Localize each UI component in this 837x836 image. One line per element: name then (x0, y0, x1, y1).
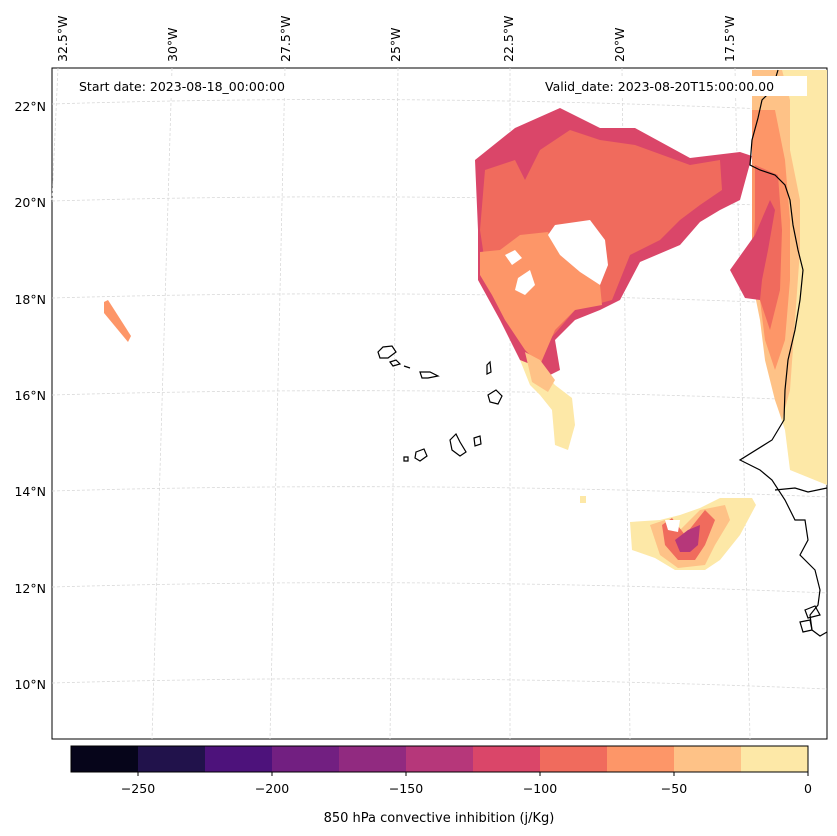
africa-coastline (738, 69, 828, 637)
cin-region-north-inner (480, 232, 602, 365)
lat-labels: 22°N 20°N 18°N 16°N 14°N 12°N 10°N (14, 99, 46, 692)
colorbar-swatch (138, 746, 206, 772)
lon-label: 30°W (165, 27, 180, 62)
gridline-lon (269, 67, 286, 740)
colorbar-tick-label: −250 (121, 781, 155, 796)
gridline-lat (51, 293, 828, 306)
lat-label: 12°N (14, 581, 46, 596)
gridline-lon (51, 67, 59, 201)
cin-gap-small (505, 250, 522, 265)
cape-verde-maio (473, 435, 482, 447)
lon-label: 22.5°W (501, 16, 516, 62)
cin-gap-small (515, 270, 535, 295)
cape-verde-brava (403, 456, 409, 462)
cape-verde-boa-vista (487, 389, 503, 405)
colorbar-swatch (741, 746, 809, 772)
valid-date-label: Valid_date: 2023-08-20T15:00:00.00 (545, 79, 774, 94)
gridline-lat (51, 99, 828, 113)
colorbar (71, 746, 809, 772)
lon-label: 25°W (388, 27, 403, 62)
colorbar-swatch (607, 746, 675, 772)
colorbar-tick-label: −100 (523, 781, 557, 796)
lat-label: 22°N (14, 99, 46, 114)
cin-south-gap (665, 520, 680, 532)
cape-verde-sal (486, 360, 492, 375)
colorbar-swatch (473, 746, 541, 772)
gridline-lon (151, 67, 173, 740)
colorbar-frame (70, 745, 809, 773)
valid-date-box (540, 76, 807, 96)
colorbar-ticks: −250 −200 −150 −100 −50 0 (121, 772, 812, 796)
colorbar-title: 850 hPa convective inhibition (j/Kg) (324, 811, 555, 826)
lat-label: 20°N (14, 195, 46, 210)
gridline-lat (51, 582, 828, 594)
cin-sliver-west (104, 300, 131, 342)
gridline-lon (389, 67, 399, 740)
cin-south-core (675, 525, 700, 552)
gridline-lat (51, 390, 828, 402)
coastlines (377, 69, 828, 637)
colorbar-tick-label: 0 (804, 781, 812, 796)
cape-verde-santiago (449, 432, 467, 457)
start-date-label: Start date: 2023-08-18_00:00:00 (79, 79, 285, 94)
cape-verde-santa-luzia (403, 365, 411, 369)
gambia-river (774, 487, 828, 493)
lon-labels: 32.5°W 30°W 27.5°W 25°W 22.5°W 20°W 17.5… (55, 16, 737, 62)
colorbar-swatch (674, 746, 742, 772)
cape-verde-sao-vicente (389, 359, 402, 367)
lat-label: 14°N (14, 484, 46, 499)
cape-verde-sao-nicolau (419, 371, 440, 379)
cin-dot (580, 496, 586, 503)
lat-label: 18°N (14, 292, 46, 307)
colorbar-swatch (339, 746, 407, 772)
lon-label: 17.5°W (722, 16, 737, 62)
lon-label: 20°W (612, 27, 627, 62)
colorbar-tick-label: −200 (255, 781, 289, 796)
bijagos (799, 605, 821, 633)
colorbar-swatch (272, 746, 340, 772)
lat-label: 10°N (14, 677, 46, 692)
cape-verde-santo-antao (377, 345, 397, 359)
cin-plume-edge (525, 352, 555, 392)
gridline-lat (51, 486, 828, 498)
cape-verde-fogo (414, 448, 428, 462)
lon-label: 32.5°W (55, 16, 70, 62)
colorbar-tick-label: −50 (661, 781, 687, 796)
gridlines (51, 67, 828, 740)
colorbar-tick-label: −150 (389, 781, 423, 796)
colorbar-swatch (71, 746, 139, 772)
lon-label: 27.5°W (278, 16, 293, 62)
colorbar-swatch (205, 746, 273, 772)
gridline-lat (51, 678, 828, 690)
lat-label: 16°N (14, 388, 46, 403)
start-date-box (72, 76, 312, 96)
cin-coastal-crimson (730, 200, 775, 300)
colorbar-swatch (406, 746, 474, 772)
cin-gap (548, 220, 608, 285)
colorbar-swatch (540, 746, 608, 772)
